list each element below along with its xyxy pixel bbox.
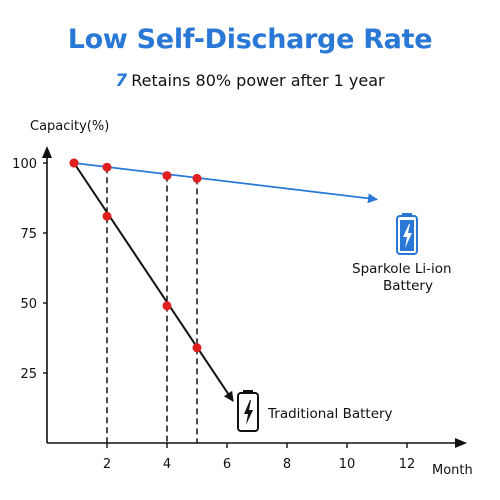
y-axis-title: Capacity(%)	[30, 119, 109, 134]
y-tick-label: 75	[20, 227, 37, 242]
battery-black-bolt-icon	[237, 390, 259, 432]
traditional-data-point	[192, 343, 202, 353]
battery-blue-bolt-icon	[396, 213, 418, 255]
y-tick-label: 50	[20, 297, 37, 312]
traditional-data-point	[102, 211, 112, 221]
x-tick-label: 2	[103, 457, 111, 472]
subtitle-text: Retains 80% power after 1 year	[131, 71, 385, 90]
y-tick-label: 100	[12, 157, 37, 172]
x-tick-label: 6	[223, 457, 231, 472]
chart-title: Low Self-Discharge Rate	[67, 24, 433, 55]
x-tick-label: 8	[283, 457, 291, 472]
x-tick-label: 12	[399, 457, 416, 472]
chart-subtitle: 7 Retains 80% power after 1 year	[0, 71, 500, 91]
x-axis-title: Month	[432, 463, 473, 478]
y-axis-arrow	[42, 146, 52, 158]
traditional-data-point	[69, 158, 79, 168]
x-tick-label: 4	[163, 457, 171, 472]
traditional-data-point	[162, 301, 172, 311]
sparkole-data-point	[162, 171, 172, 181]
sparkole-data-point	[102, 162, 112, 172]
sparkole-data-point	[192, 173, 202, 183]
sparkole-series-line	[73, 162, 378, 204]
traditional-series-line	[73, 162, 234, 402]
sparkole-label-line2: Battery	[383, 278, 433, 294]
traditional-label: Traditional Battery	[267, 406, 393, 422]
check-mark-icon: 7	[115, 71, 128, 91]
x-axis-arrow	[455, 438, 467, 448]
y-tick-label: 25	[20, 367, 37, 382]
x-tick-label: 10	[339, 457, 356, 472]
sparkole-label-line1: Sparkole Li-ion	[352, 261, 452, 277]
